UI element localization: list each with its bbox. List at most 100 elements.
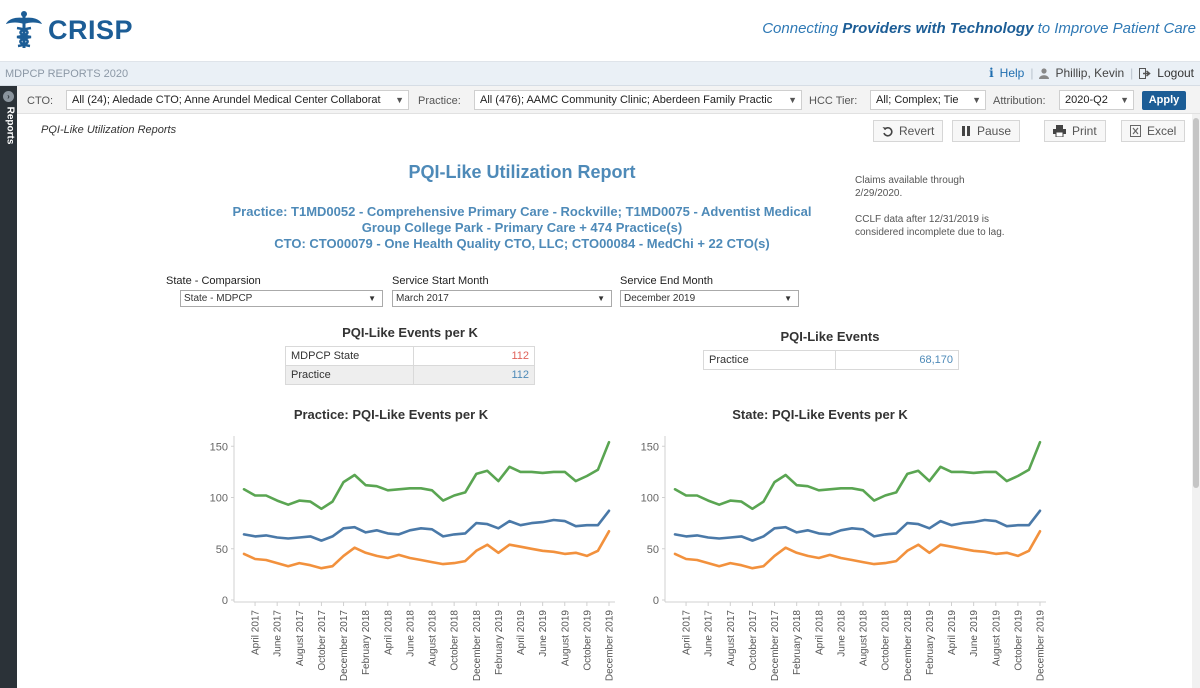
x-tick-label: December 2019 [605, 610, 616, 682]
pause-icon [962, 126, 970, 136]
x-tick-label: December 2017 [339, 610, 350, 682]
excel-label: Excel [1147, 124, 1177, 138]
table-row: Practice 68,170 [703, 350, 959, 370]
report-title: PQI-Like Utilization Report [408, 162, 636, 182]
cto-select[interactable]: All (24); Aledade CTO; Anne Arundel Medi… [66, 90, 409, 110]
events-per-k-title: PQI-Like Events per K [342, 325, 478, 340]
x-tick-label: October 2019 [582, 610, 593, 671]
service-start-value: March 2017 [396, 293, 449, 304]
practice-chart-title: Practice: PQI-Like Events per K [293, 407, 489, 422]
chevron-right-icon[interactable]: › [3, 91, 14, 102]
pause-button[interactable]: Pause [952, 120, 1021, 142]
tagline-post: to Improve Patient Care [1033, 20, 1196, 37]
sidebar-label: Reports [4, 106, 16, 145]
x-tick-label: December 2018 [903, 610, 914, 682]
chevron-down-icon: ▼ [395, 95, 404, 105]
tagline: Connecting Providers with Technology to … [762, 20, 1196, 37]
logout-link[interactable]: Logout [1157, 66, 1194, 80]
x-tick-label: April 2019 [947, 610, 958, 655]
user-icon [1039, 67, 1050, 79]
x-tick-label: August 2018 [859, 610, 870, 667]
x-tick-label: October 2018 [450, 610, 461, 671]
claims-note-line1: Claims available through [855, 175, 965, 186]
user-name[interactable]: Phillip, Kevin [1055, 66, 1125, 80]
help-link[interactable]: Help [999, 66, 1025, 80]
claims-note-line3: CCLF data after 12/31/2019 is [855, 214, 989, 225]
apply-button[interactable]: Apply [1142, 91, 1186, 110]
x-tick-label: August 2017 [295, 610, 306, 667]
state-comparison-select[interactable]: State - MDPCP ▼ [180, 290, 383, 307]
x-tick-label: October 2018 [881, 610, 892, 671]
x-tick-label: February 2018 [792, 610, 803, 675]
y-tick-label: 150 [210, 441, 228, 453]
practice-row-label: Practice [285, 365, 414, 385]
report-subtitle: Practice: T1MD0052 - Comprehensive Prima… [187, 204, 857, 252]
report-subtitle-line1: Practice: T1MD0052 - Comprehensive Prima… [232, 204, 812, 219]
service-start-select[interactable]: March 2017 ▼ [392, 290, 612, 307]
caduceus-icon [6, 11, 42, 48]
print-button[interactable]: Print [1044, 120, 1106, 142]
events-table: Practice 68,170 [703, 350, 959, 370]
x-tick-label: August 2019 [991, 610, 1002, 667]
report-breadcrumb: PQI-Like Utilization Reports [41, 124, 177, 136]
events-row-label: Practice [703, 350, 836, 370]
app-title: MDPCP REPORTS 2020 [5, 68, 129, 80]
practice-select[interactable]: All (476); AAMC Community Clinic; Aberde… [474, 90, 802, 110]
attribution-select[interactable]: 2020-Q2 ▼ [1059, 90, 1134, 110]
sub-header: MDPCP REPORTS 2020 i Help | Phillip, Kev… [0, 62, 1200, 86]
x-tick-label: December 2017 [770, 610, 781, 682]
state-comparison-value: State - MDPCP [184, 293, 253, 304]
y-tick-label: 100 [641, 493, 659, 505]
revert-label: Revert [899, 124, 935, 138]
table-row: MDPCP State 112 [285, 346, 535, 366]
chevron-down-icon: ▼ [784, 294, 792, 303]
series-line-2 [673, 530, 1042, 570]
y-tick-label: 0 [222, 595, 228, 607]
service-end-select[interactable]: December 2019 ▼ [620, 290, 799, 307]
cto-label: CTO: [27, 95, 54, 107]
x-tick-label: October 2017 [317, 610, 328, 671]
x-tick-label: April 2018 [814, 610, 825, 655]
tagline-bold: Providers with Technology [842, 20, 1034, 37]
y-tick-label: 50 [216, 544, 228, 556]
excel-button[interactable]: Excel [1121, 120, 1186, 142]
excel-icon [1130, 125, 1141, 137]
x-tick-label: October 2019 [1013, 610, 1024, 671]
x-tick-label: December 2018 [472, 610, 483, 682]
claims-note: Claims available through 2/29/2020. CCLF… [855, 174, 1035, 239]
x-tick-label: April 2017 [682, 610, 693, 655]
x-tick-label: June 2018 [405, 610, 416, 657]
reports-sidebar[interactable]: › Reports [0, 86, 17, 688]
report-content: PQI-Like Utilization Reports Revert Paus… [17, 114, 1200, 688]
service-end-label: Service End Month [620, 275, 713, 287]
hcc-tier-label: HCC Tier: [809, 95, 858, 107]
table-row: Practice 112 [285, 365, 535, 385]
state-row-value: 112 [413, 346, 535, 366]
filter-bar: CTO: All (24); Aledade CTO; Anne Arundel… [17, 86, 1200, 114]
practice-row-value: 112 [413, 365, 535, 385]
x-tick-label: October 2017 [748, 610, 759, 671]
events-per-k-table: MDPCP State 112 Practice 112 [285, 346, 535, 385]
tagline-pre: Connecting [762, 20, 843, 37]
series-line-1 [673, 509, 1042, 542]
x-tick-label: June 2017 [273, 610, 284, 657]
divider: | [1130, 66, 1134, 80]
x-tick-label: February 2019 [494, 610, 505, 675]
hcc-tier-select[interactable]: All; Complex; Tie ▼ [870, 90, 986, 110]
x-tick-label: February 2018 [361, 610, 372, 675]
x-tick-label: April 2019 [516, 610, 527, 655]
revert-icon [882, 126, 893, 137]
y-tick-label: 150 [641, 441, 659, 453]
scrollbar-thumb[interactable] [1193, 118, 1199, 488]
report-subtitle-line2: Group College Park - Primary Care + 474 … [361, 220, 683, 235]
logout-icon [1139, 67, 1151, 79]
scrollbar[interactable] [1192, 114, 1200, 688]
state-row-label: MDPCP State [285, 346, 414, 366]
crisp-logo[interactable]: CRISP [4, 8, 133, 52]
cto-select-value: All (24); Aledade CTO; Anne Arundel Medi… [72, 94, 381, 106]
chevron-down-icon: ▼ [1120, 95, 1129, 105]
x-tick-label: December 2019 [1036, 610, 1047, 682]
chevron-down-icon: ▼ [788, 95, 797, 105]
report-subtitle-line3: CTO: CTO00079 - One Health Quality CTO, … [274, 236, 770, 251]
revert-button[interactable]: Revert [873, 120, 944, 142]
